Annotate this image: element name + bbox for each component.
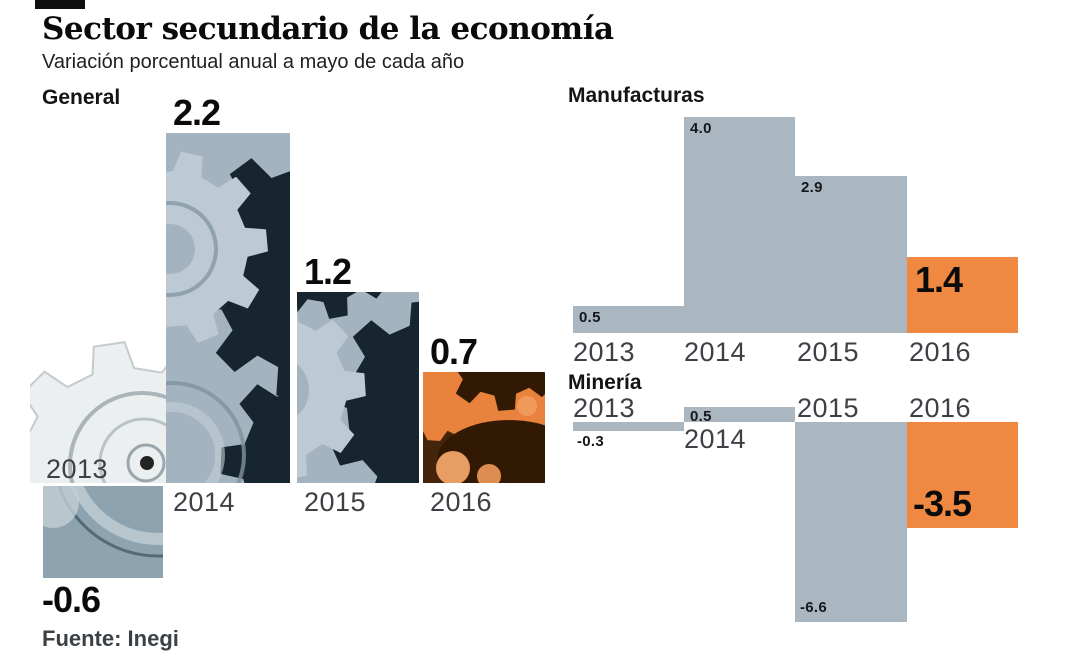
section-label-manufacturas: Manufacturas <box>568 84 705 107</box>
axis-label-general-2014: 2014 <box>173 487 236 517</box>
bar-manufacturas-2016 <box>907 257 1018 333</box>
axis-label-manufacturas-2015: 2015 <box>797 337 860 367</box>
axis-label-manufacturas-2016: 2016 <box>909 337 972 367</box>
value-label-manufacturas-2013: 0.5 <box>579 309 601 326</box>
axis-label-mineria-2014: 2014 <box>684 424 747 454</box>
bar-general-2015 <box>297 292 419 483</box>
axis-label-manufacturas-2013: 2013 <box>573 337 636 367</box>
bar-mineria-2014 <box>684 407 795 422</box>
axis-label-general-2013: 2013 <box>46 454 109 484</box>
section-label-general: General <box>42 86 121 109</box>
bar-general-2013 <box>43 486 163 578</box>
axis-label-manufacturas-2014: 2014 <box>684 337 747 367</box>
top-edge-mark <box>35 0 85 9</box>
bar-general-2016 <box>423 372 545 483</box>
bar-manufacturas-2013 <box>573 306 684 333</box>
value-label-mineria-2014: 0.5 <box>690 408 712 425</box>
value-label-general-2015: 1.2 <box>304 251 352 292</box>
value-label-manufacturas-2014: 4.0 <box>690 120 712 137</box>
section-label-mineria: Minería <box>568 371 642 394</box>
bar-manufacturas-2014 <box>684 117 795 333</box>
bar-general-2014 <box>166 133 290 483</box>
value-label-general-2013: -0.6 <box>42 579 101 620</box>
axis-label-general-2015: 2015 <box>304 487 367 517</box>
bar-mineria-2016 <box>907 422 1018 528</box>
value-label-manufacturas-2015: 2.9 <box>801 179 823 196</box>
bar-mineria-2015 <box>795 422 907 622</box>
bar-manufacturas-2015 <box>795 176 907 333</box>
value-label-mineria-2016: -3.5 <box>913 483 972 524</box>
axis-label-general-2016: 2016 <box>430 487 493 517</box>
value-label-general-2014: 2.2 <box>173 92 221 133</box>
value-label-general-2016: 0.7 <box>430 331 478 372</box>
value-label-manufacturas-2016: 1.4 <box>915 259 963 300</box>
value-label-mineria-2015: -6.6 <box>800 599 828 616</box>
axis-label-mineria-2015: 2015 <box>797 393 860 423</box>
bar-mineria-2013 <box>573 422 684 431</box>
axis-label-mineria-2013: 2013 <box>573 393 636 423</box>
page-subtitle: Variación porcentual anual a mayo de cad… <box>42 51 465 73</box>
axis-label-mineria-2016: 2016 <box>909 393 972 423</box>
source-note: Fuente: Inegi <box>42 626 179 651</box>
value-label-mineria-2013: -0.3 <box>577 433 605 450</box>
page-title: Sector secundario de la economía <box>42 11 614 47</box>
